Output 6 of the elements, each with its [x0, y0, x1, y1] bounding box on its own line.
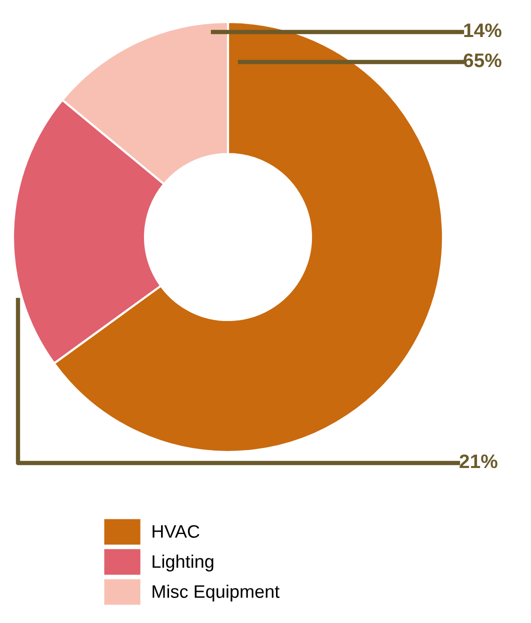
- legend-label: Misc Equipment: [152, 584, 280, 602]
- legend-label: HVAC: [152, 525, 200, 538]
- legend-label: Lighting: [152, 554, 214, 572]
- data-label: 21%: [460, 454, 498, 468]
- data-label: 65%: [464, 53, 502, 68]
- data-label: 14%: [464, 24, 502, 38]
